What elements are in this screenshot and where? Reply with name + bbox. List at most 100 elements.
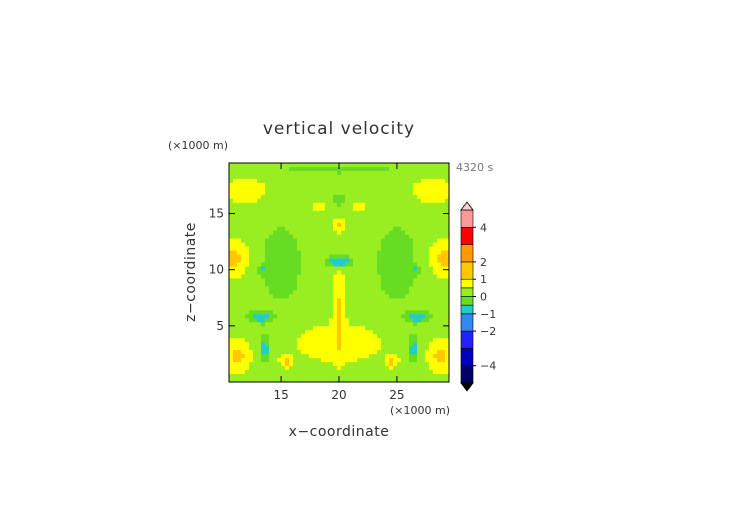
heatmap-cell [353, 366, 358, 371]
heatmap-cell [437, 358, 442, 363]
heatmap-cell [353, 186, 358, 192]
heatmap-cell [317, 262, 322, 267]
heatmap-cell [337, 218, 342, 224]
heatmap-cell [341, 314, 346, 319]
heatmap-cell [261, 206, 266, 212]
heatmap-cell [385, 246, 390, 251]
heatmap-cell [281, 366, 286, 371]
heatmap-cell [409, 242, 414, 247]
heatmap-cell [357, 370, 362, 375]
heatmap-cell [237, 362, 242, 367]
heatmap-cell [397, 318, 402, 323]
heatmap-cell [381, 194, 386, 200]
heatmap-cell [297, 350, 302, 355]
heatmap-cell [341, 190, 346, 196]
heatmap-cell [317, 218, 322, 224]
heatmap-cell [337, 238, 342, 243]
heatmap-cell [417, 230, 422, 236]
heatmap-cell [237, 322, 242, 327]
heatmap-cell [337, 346, 342, 351]
heatmap-cell [385, 290, 390, 295]
heatmap-cell [381, 314, 386, 319]
heatmap-cell [257, 298, 262, 303]
heatmap-cell [285, 274, 290, 279]
heatmap-cell [273, 186, 278, 192]
heatmap-cell [249, 163, 254, 168]
heatmap-cell [305, 170, 310, 176]
heatmap-cell [421, 234, 426, 239]
heatmap-cell [249, 262, 254, 267]
heatmap-cell [241, 330, 246, 335]
heatmap-cell [421, 266, 426, 271]
heatmap-cell [333, 238, 338, 243]
heatmap-cell [373, 346, 378, 351]
heatmap-cell [425, 250, 430, 255]
heatmap-cell [285, 290, 290, 295]
heatmap-cell [273, 206, 278, 212]
heatmap-cell [353, 206, 358, 212]
heatmap-cell [349, 302, 354, 307]
heatmap-cell [441, 326, 446, 331]
heatmap-cell [393, 230, 398, 236]
heatmap-cell [417, 346, 422, 351]
heatmap-cell [377, 230, 382, 236]
heatmap-cell [417, 354, 422, 359]
heatmap-cell [241, 246, 246, 251]
heatmap-cell [417, 278, 422, 283]
heatmap-cell [357, 314, 362, 319]
heatmap-cell [429, 186, 434, 192]
heatmap-cell [389, 270, 394, 275]
heatmap-cell [377, 218, 382, 224]
heatmap-cell [297, 322, 302, 327]
heatmap-cell [397, 254, 402, 259]
heatmap-cell [293, 174, 298, 180]
heatmap-cell [253, 318, 258, 323]
heatmap-cell [325, 266, 330, 271]
heatmap-cell [361, 294, 366, 299]
heatmap-cell [233, 290, 238, 295]
heatmap-cell [237, 314, 242, 319]
heatmap-cell [265, 194, 270, 200]
heatmap-cell [369, 214, 374, 220]
heatmap-cell [241, 270, 246, 275]
heatmap-cell [425, 246, 430, 251]
heatmap-cell [389, 378, 394, 383]
heatmap-cell [257, 186, 262, 192]
heatmap-cell [381, 318, 386, 323]
heatmap-cell [265, 338, 270, 343]
heatmap-cell [277, 178, 282, 184]
heatmap-cell [401, 326, 406, 331]
heatmap-cell [233, 318, 238, 323]
heatmap-cell [445, 254, 450, 259]
heatmap-cell [441, 278, 446, 283]
heatmap-cell [417, 274, 422, 279]
heatmap-cell [269, 194, 274, 200]
heatmap-cell [265, 206, 270, 212]
heatmap-cell [325, 306, 330, 311]
heatmap-cell [401, 262, 406, 267]
heatmap-cell [269, 302, 274, 307]
heatmap-cell [321, 218, 326, 224]
heatmap-cell [353, 278, 358, 283]
heatmap-cell [385, 218, 390, 224]
heatmap-cell [233, 198, 238, 204]
heatmap-cell [421, 370, 426, 375]
heatmap-cell [277, 174, 282, 180]
heatmap-cell [433, 202, 438, 208]
heatmap-cell [341, 202, 346, 208]
heatmap-cell [373, 350, 378, 355]
heatmap-cell [433, 374, 438, 379]
heatmap-cell [305, 270, 310, 275]
heatmap-cell [305, 278, 310, 283]
heatmap-cell [397, 234, 402, 239]
heatmap-cell [389, 163, 394, 168]
heatmap-cell [257, 246, 262, 251]
heatmap-cell [229, 262, 234, 267]
heatmap-cell [253, 278, 258, 283]
heatmap-cell [269, 362, 274, 367]
heatmap-cell [253, 306, 258, 311]
heatmap-cell [261, 338, 266, 343]
heatmap-cell [417, 322, 422, 327]
heatmap-cell [401, 278, 406, 283]
heatmap-cell [257, 170, 262, 176]
